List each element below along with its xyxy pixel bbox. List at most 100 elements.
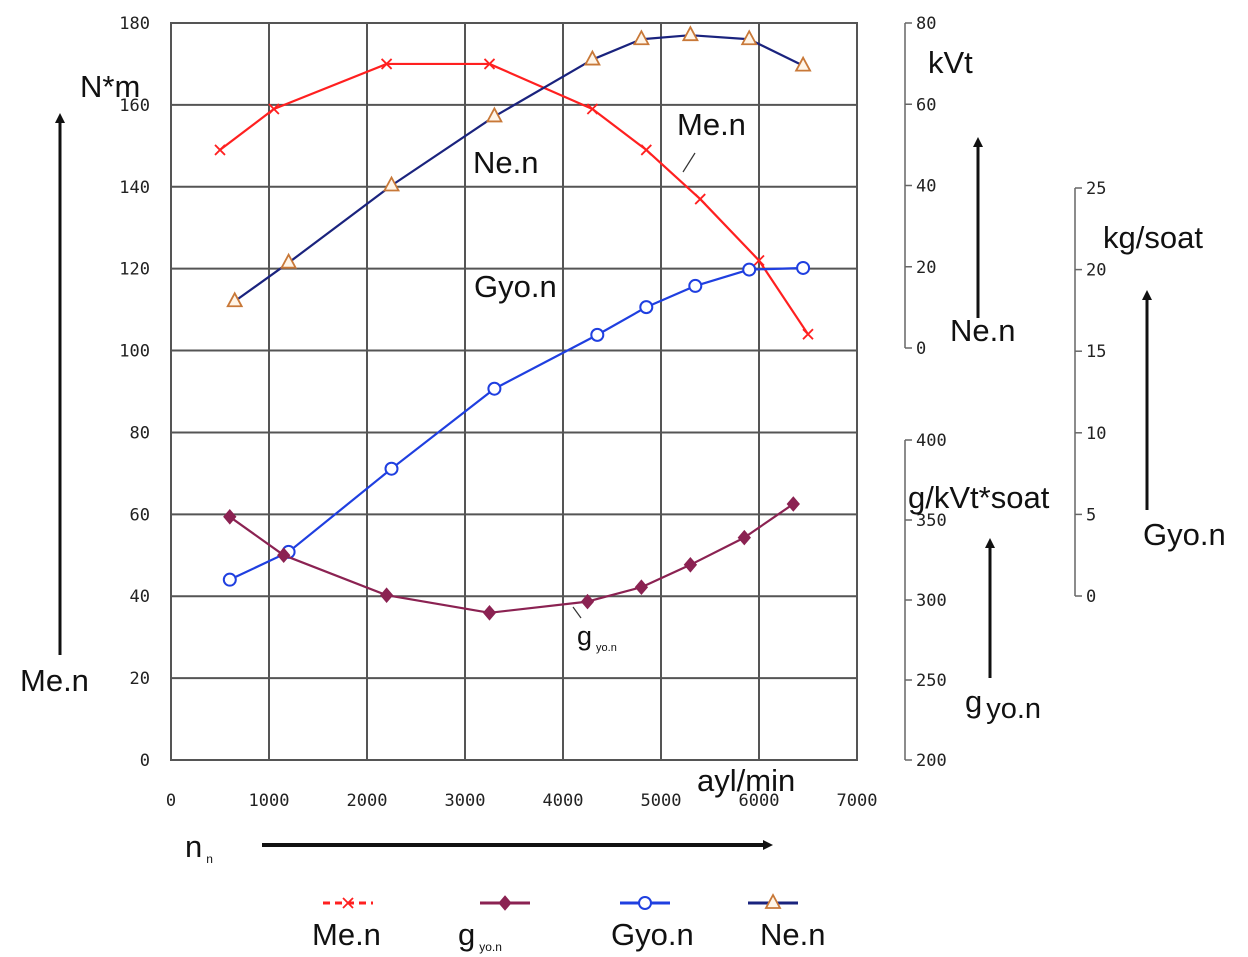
- x-tick-label: 7000: [837, 791, 878, 811]
- legend-item: g yo.n: [458, 895, 530, 954]
- legend-label: g yo.n: [458, 917, 502, 954]
- fuel_hourly-tick-label: 15: [1086, 342, 1106, 362]
- series-ne-n-point: [382, 175, 401, 192]
- series-gyo-n-point: [590, 327, 605, 342]
- series-g-yo-n-point: [379, 587, 394, 603]
- x-tick-label: 4000: [543, 791, 584, 811]
- torque-tick-label: 0: [140, 751, 150, 771]
- torque-tick-label: 160: [119, 96, 150, 116]
- torque-axis-label: N*m: [80, 69, 140, 104]
- fuel_hourly-tick-label: 0: [1086, 587, 1096, 607]
- series-g-yo-n-point: [482, 605, 497, 621]
- series-me-n-point: [483, 58, 496, 70]
- series-gyo-n-point: [639, 300, 654, 315]
- fuel_specific-tick-label: 350: [916, 511, 947, 531]
- series-gyo-n-point: [688, 278, 703, 293]
- x-axis-unit-label: ayl/min: [697, 763, 795, 798]
- gyo-curve-label: Gyo.n: [474, 269, 557, 304]
- series-me-n-point-stroke: [268, 103, 280, 115]
- legend-item: Ne.n: [748, 893, 825, 952]
- g-curve-label: g yo.n: [577, 621, 617, 654]
- series-me-n-point: [802, 328, 814, 340]
- x-tick-label: 6000: [739, 791, 780, 811]
- series-me-n-point: [586, 103, 599, 115]
- torque-tick-label: 140: [119, 178, 150, 198]
- legend: Me.n g yo.n Gyo.n Ne.n: [312, 893, 825, 954]
- series-me-n-point-stroke: [640, 144, 652, 156]
- series-me-n-point-stroke: [694, 193, 706, 205]
- series-gyo-n-point: [796, 260, 811, 275]
- fuel_hourly-tick-label: 20: [1086, 261, 1106, 281]
- x-tick-label: 1000: [249, 791, 290, 811]
- series-ne-n-point: [226, 291, 244, 308]
- g-curve-label-sub: yo.n: [596, 642, 617, 654]
- series-g-yo-n-point: [277, 547, 291, 563]
- legend-swatch-marker: [764, 893, 782, 909]
- series-me-n-point-stroke: [380, 58, 393, 70]
- fuel_specific-tick-label: 300: [916, 591, 947, 611]
- power-tick-label: 0: [916, 339, 926, 359]
- legend-swatch-marker: [638, 896, 652, 910]
- fuel-hourly-axis-label: kg/soat: [1103, 220, 1203, 255]
- series-gyo-n-point: [222, 572, 237, 587]
- fuel-specific-arrow-label-main: g: [965, 684, 982, 719]
- legend-label-main: g: [458, 917, 475, 952]
- series-me-n-point: [753, 254, 765, 267]
- series-ne-n-point: [583, 49, 601, 66]
- series-me-n-point: [380, 58, 393, 70]
- series-ne-n-point: [280, 252, 298, 269]
- torque-tick-label: 20: [130, 669, 150, 689]
- torque-tick-label: 80: [130, 423, 150, 443]
- series-gyo-n-point: [384, 461, 399, 476]
- series-gyo-n-point: [742, 262, 757, 277]
- series-me-n-point-stroke: [753, 254, 765, 267]
- series-g-yo-n-point: [223, 509, 237, 525]
- series-ne-n-point: [681, 25, 699, 42]
- x-tick-label: 0: [166, 791, 176, 811]
- fuel-hourly-arrow-label: Gyo.n: [1143, 517, 1226, 552]
- series-gyo-n-point: [487, 381, 502, 396]
- series: [214, 25, 814, 621]
- series-me-n-point: [214, 144, 226, 156]
- torque-tick-label: 180: [119, 14, 150, 34]
- series-g-yo-n-point: [634, 579, 649, 595]
- legend-swatch-marker-stroke: [342, 897, 354, 909]
- legend-item: Gyo.n: [611, 896, 694, 952]
- fuel_specific-tick-label: 400: [916, 431, 947, 451]
- fuel_hourly-tick-label: 5: [1086, 505, 1096, 525]
- legend-swatch-marker: [342, 897, 354, 909]
- axes: 0 1000 2000 3000 4000 5000 6000 700002040608010…: [119, 14, 1106, 811]
- power-tick-label: 20: [916, 258, 936, 278]
- fuel_specific-tick-label: 200: [916, 751, 947, 771]
- power-axis-label: kVt: [928, 45, 973, 80]
- torque-tick-label: 120: [119, 260, 150, 280]
- series-me-n-point-stroke: [214, 144, 226, 156]
- x-tick-label: 2000: [347, 791, 388, 811]
- torque-tick-label: 60: [130, 505, 150, 525]
- power-tick-label: 80: [916, 14, 936, 34]
- fuel_specific-tick-label: 250: [916, 671, 947, 691]
- legend-item: Me.n: [312, 897, 381, 952]
- series-ne-n-point: [794, 55, 812, 72]
- fuel-specific-arrow-label: g yo.n: [965, 684, 1041, 725]
- series-me-n-point: [640, 144, 652, 156]
- legend-label: Gyo.n: [611, 917, 694, 952]
- torque-tick-label: 100: [119, 342, 150, 362]
- x-symbol-label-main: n: [185, 829, 202, 864]
- x-symbol-label-sub: n: [206, 852, 213, 866]
- series-ne-n-point: [740, 29, 758, 46]
- g-curve-label-main: g: [577, 621, 592, 651]
- torque-tick-label: 40: [130, 587, 150, 607]
- torque-arrow-label: Me.n: [20, 663, 89, 698]
- series-gyo-n-line: [229, 266, 804, 581]
- series-g-yo-n-point: [683, 557, 698, 573]
- legend-label: Ne.n: [760, 917, 825, 952]
- series-me-n-point-stroke: [586, 103, 599, 115]
- fuel-specific-axis-label: g/kVt*soat: [908, 480, 1050, 515]
- legend-label: Me.n: [312, 917, 381, 952]
- series-me-n-point: [268, 103, 280, 115]
- me-curve-label: Me.n: [677, 107, 746, 142]
- series-me-n-point: [694, 193, 706, 205]
